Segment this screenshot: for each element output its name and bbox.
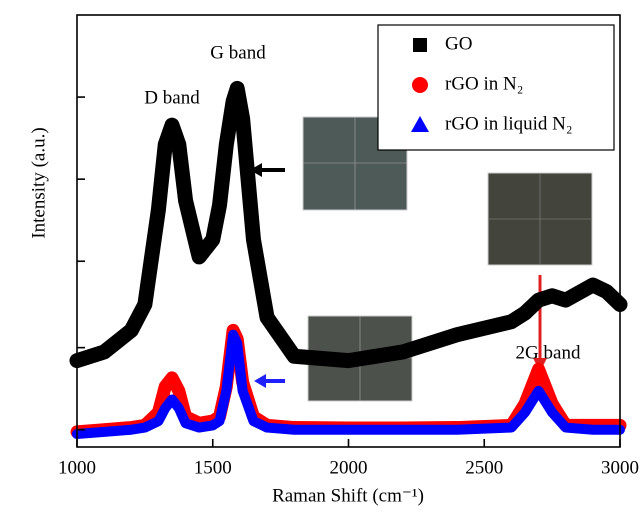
x-tick-label: 2000	[330, 457, 368, 478]
legend-label: rGO in liquid N₂	[445, 113, 572, 134]
legend-marker	[411, 116, 429, 132]
series-line	[72, 329, 625, 440]
series-line	[69, 80, 628, 369]
legend: GO rGO in N₂ rGO in liquid N₂	[377, 24, 615, 151]
y-axis-label: Intensity (a.u.)	[28, 127, 49, 238]
legend-marker	[413, 38, 427, 52]
legend-marker	[412, 77, 428, 93]
x-tick-label: 1000	[58, 457, 96, 478]
legend-label: rGO in N₂	[445, 73, 523, 94]
x-axis-label: Raman Shift (cm⁻¹)	[272, 485, 424, 506]
x-tick-label: 1500	[194, 457, 232, 478]
x-tick-label: 3000	[601, 457, 639, 478]
x-tick-label: 2500	[465, 457, 503, 478]
legend-label: GO	[445, 33, 472, 54]
annotation: 2G band	[516, 342, 581, 363]
annotation: D band	[144, 87, 200, 108]
annotation: G band	[210, 42, 266, 63]
